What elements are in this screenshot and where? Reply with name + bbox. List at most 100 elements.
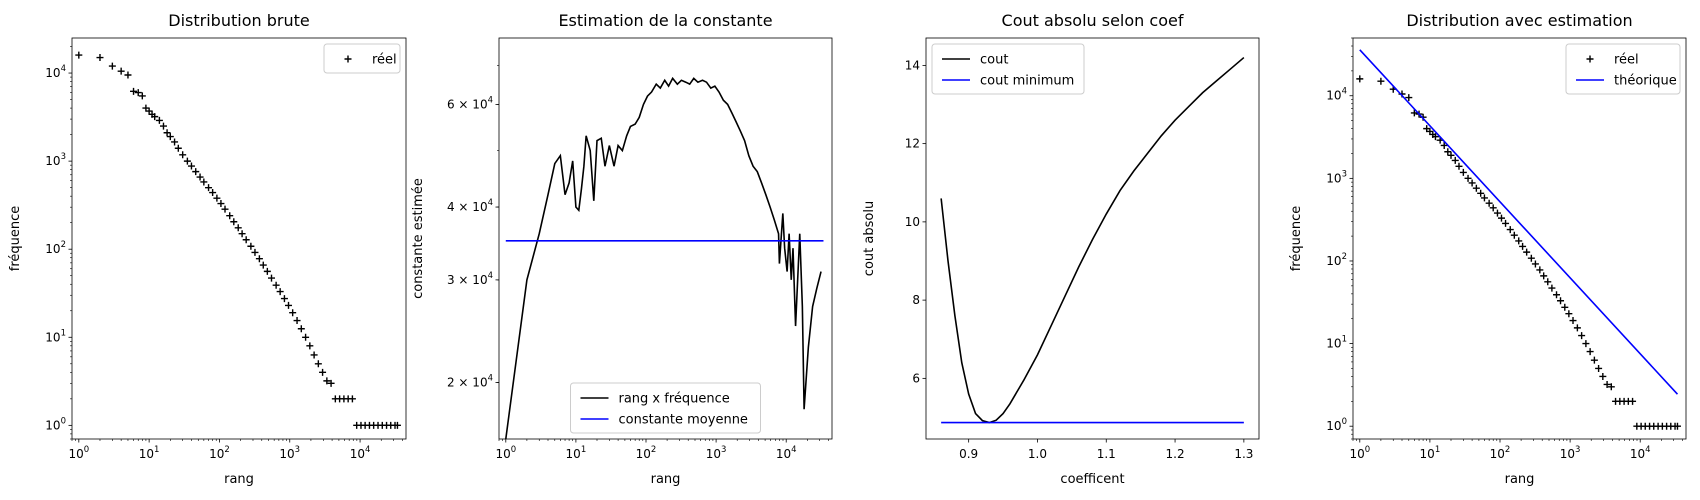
data-point (323, 377, 331, 385)
data-point (1557, 297, 1565, 305)
legend-label: cout minimum (980, 74, 1074, 89)
data-point (171, 138, 179, 146)
data-point (205, 184, 213, 192)
legend-label: cout (980, 53, 1008, 68)
data-point (1506, 226, 1514, 234)
data-point (1377, 77, 1385, 85)
plot-area (1356, 49, 1681, 430)
data-point (1447, 151, 1455, 159)
data-point (138, 92, 146, 100)
legend: réel (323, 43, 401, 74)
y-tick-label: 101 (1326, 335, 1347, 351)
series-line-1 (504, 76, 822, 439)
y-tick-label: 14 (905, 58, 920, 72)
y-tick-label: 100 (1326, 417, 1347, 433)
x-tick-label: 103 (1560, 445, 1581, 461)
data-point (1519, 242, 1527, 250)
data-point (1578, 332, 1586, 340)
data-point (242, 236, 250, 244)
legend-label: théorique (1614, 74, 1677, 89)
data-point (1548, 284, 1556, 292)
x-tick-label: 100 (1349, 445, 1370, 461)
chart-panel-3: Cout absolu selon coef coefficent cout abs… (862, 11, 1260, 487)
chart-title: Distribution avec estimation (1406, 11, 1632, 30)
y-tick-label: 4 × 104 (447, 198, 493, 214)
data-point (1440, 141, 1448, 149)
data-point (155, 116, 163, 124)
y-tick-label: 2 × 104 (447, 374, 493, 390)
data-point (297, 325, 305, 333)
series-line-1 (940, 56, 1245, 424)
legend-box (323, 43, 401, 74)
data-point (1586, 348, 1594, 356)
data-point (327, 379, 335, 387)
y-tick-label: 6 (912, 371, 920, 385)
data-point (1502, 219, 1510, 227)
data-point (174, 144, 182, 152)
data-point (196, 173, 204, 181)
data-point (1599, 372, 1607, 380)
data-point (306, 342, 314, 350)
legend-label: rang x fréquence (619, 392, 730, 407)
x-tick-label: 1.0 (1028, 447, 1047, 461)
legend-label: constante moyenne (619, 413, 748, 428)
data-point (310, 351, 318, 359)
data-point (108, 62, 116, 70)
data-point (234, 224, 242, 232)
data-point (319, 368, 327, 376)
legend-label: réel (1614, 53, 1639, 68)
data-point (209, 189, 217, 197)
data-point (289, 309, 297, 317)
data-point (1527, 254, 1535, 262)
data-point (1540, 272, 1548, 280)
x-tick-label: 102 (1490, 445, 1511, 461)
chart-panel-2: Estimation de la constante rang constante … (411, 11, 833, 487)
data-point (1561, 303, 1569, 311)
data-point (124, 71, 132, 79)
data-point (1472, 184, 1480, 192)
legend-label: réel (372, 53, 397, 68)
plot-frame (71, 37, 407, 440)
y-tick-label: 6 × 104 (447, 95, 493, 111)
data-point (1565, 310, 1573, 318)
data-point (251, 248, 259, 256)
y-tick-label: 101 (45, 328, 66, 344)
data-point (130, 87, 138, 95)
data-point (96, 54, 104, 62)
x-axis-label: coefficent (1060, 472, 1124, 487)
data-point (1431, 133, 1439, 141)
legend-box (1565, 43, 1681, 95)
x-axis-label: rang (1505, 472, 1535, 487)
y-tick-label: 102 (1326, 252, 1347, 268)
legend-marker (344, 55, 352, 63)
legend: réel théorique (1565, 43, 1681, 95)
data-point (255, 255, 263, 263)
data-point (1553, 291, 1561, 299)
data-point (1582, 340, 1590, 348)
x-tick-label: 100 (68, 445, 89, 461)
data-point (285, 301, 293, 309)
y-axis-label: fréquence (1289, 206, 1304, 272)
data-point (1590, 356, 1598, 364)
data-point (159, 122, 167, 130)
y-tick-label: 10 (905, 215, 920, 229)
y-axis-label: cout absolu (862, 201, 877, 276)
data-point (75, 51, 83, 59)
data-point (1405, 94, 1413, 102)
data-point (226, 212, 234, 220)
data-point (1410, 109, 1418, 117)
data-point (1629, 397, 1637, 405)
x-tick-label: 1.2 (1166, 447, 1185, 461)
x-tick-label: 100 (495, 445, 516, 461)
data-point (1544, 278, 1552, 286)
plot-area (504, 76, 824, 439)
plot-area (940, 56, 1245, 424)
data-point (314, 360, 322, 368)
chart-panel-1: Distribution brute rang fréquence 100 101 102… (8, 11, 407, 487)
y-tick-label: 104 (45, 64, 66, 80)
data-point (187, 162, 195, 170)
data-point (1603, 380, 1611, 388)
data-point (217, 200, 225, 208)
data-point (1607, 383, 1615, 391)
data-point (272, 281, 280, 289)
